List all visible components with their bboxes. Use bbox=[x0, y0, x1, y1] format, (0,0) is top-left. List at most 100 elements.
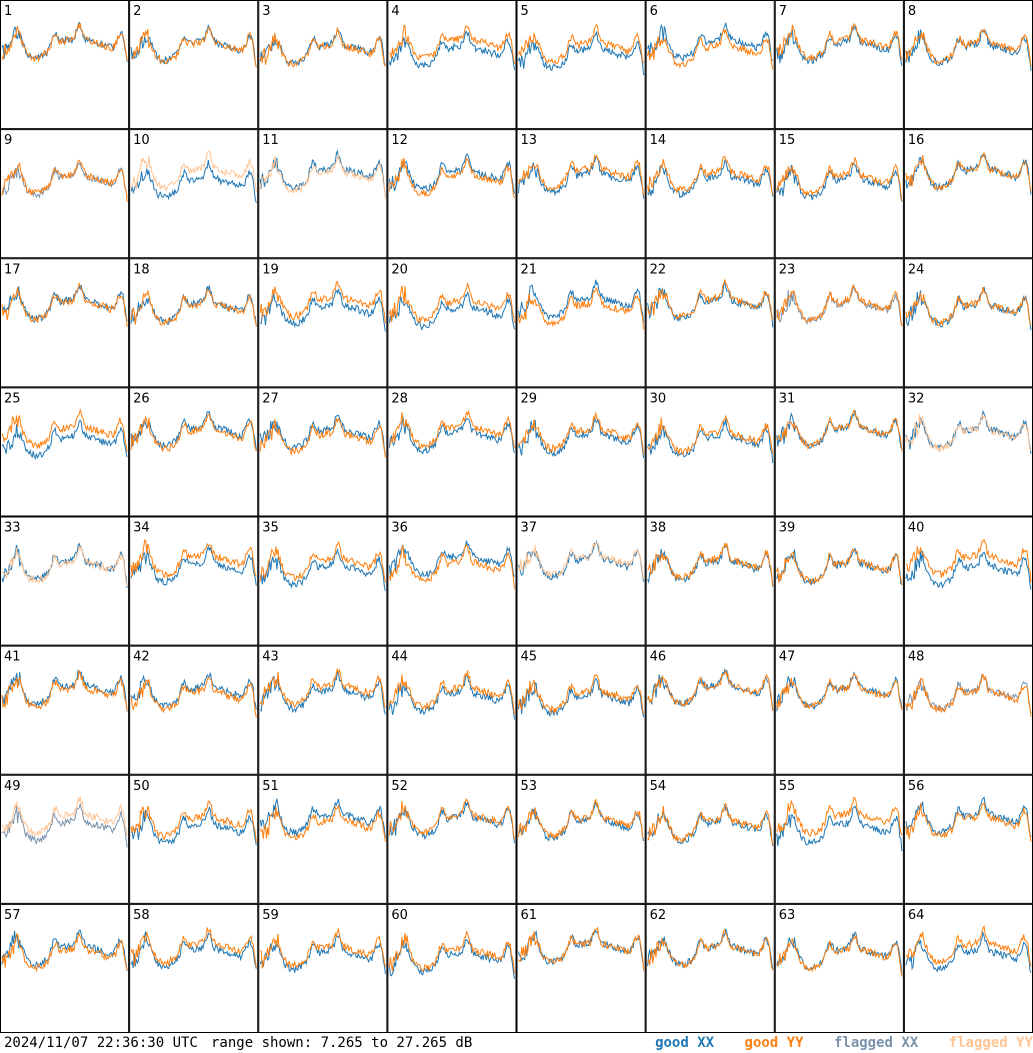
panel-label: 39 bbox=[779, 521, 796, 536]
series-yy-32 bbox=[905, 413, 1032, 452]
series-yy-46 bbox=[647, 670, 774, 711]
panel-frame bbox=[516, 129, 646, 259]
panel-frame bbox=[129, 0, 259, 130]
panel-label: 25 bbox=[4, 391, 21, 406]
panel-label: 46 bbox=[650, 650, 667, 665]
panel-frame bbox=[387, 387, 517, 517]
panel-frame bbox=[129, 387, 259, 517]
panel-54: 54 bbox=[645, 774, 775, 904]
panel-label: 30 bbox=[650, 391, 667, 406]
panel-label: 55 bbox=[779, 779, 796, 794]
series-yy-54 bbox=[647, 802, 774, 846]
panel-frame bbox=[0, 774, 130, 904]
panel-label: 40 bbox=[908, 521, 925, 536]
panel-frame bbox=[129, 645, 259, 775]
panel-39: 39 bbox=[774, 516, 904, 646]
series-yy-11 bbox=[259, 153, 386, 199]
series-yy-37 bbox=[518, 541, 645, 580]
panel-28: 28 bbox=[387, 387, 517, 517]
panel-64: 64 bbox=[903, 903, 1033, 1033]
series-xx-23 bbox=[776, 284, 903, 326]
panel-label: 5 bbox=[521, 4, 529, 19]
series-yy-49 bbox=[1, 796, 128, 837]
series-yy-52 bbox=[388, 798, 515, 840]
panel-label: 4 bbox=[391, 4, 399, 19]
series-yy-3 bbox=[259, 27, 386, 68]
series-xx-3 bbox=[259, 26, 386, 67]
series-yy-48 bbox=[905, 673, 1032, 717]
panel-frame bbox=[516, 774, 646, 904]
series-xx-26 bbox=[130, 410, 257, 451]
panel-label: 41 bbox=[4, 650, 21, 665]
panel-30: 30 bbox=[645, 387, 775, 517]
panel-13: 13 bbox=[516, 129, 646, 259]
series-yy-23 bbox=[776, 284, 903, 327]
panel-25: 25 bbox=[0, 387, 130, 517]
panel-frame bbox=[903, 903, 1033, 1033]
series-yy-55 bbox=[776, 796, 903, 838]
panel-frame bbox=[0, 0, 130, 130]
panel-37: 37 bbox=[516, 516, 646, 646]
series-xx-13 bbox=[518, 156, 645, 199]
panel-19: 19 bbox=[258, 258, 388, 388]
panel-label: 58 bbox=[133, 908, 150, 923]
series-xx-12 bbox=[388, 153, 515, 194]
series-xx-30 bbox=[647, 418, 774, 464]
panel-label: 12 bbox=[391, 133, 408, 148]
panel-52: 52 bbox=[387, 774, 517, 904]
panel-frame bbox=[129, 258, 259, 388]
panel-label: 37 bbox=[521, 521, 538, 536]
series-yy-36 bbox=[388, 543, 515, 590]
panel-7: 7 bbox=[774, 0, 904, 130]
panel-55: 55 bbox=[774, 774, 904, 904]
series-yy-26 bbox=[130, 413, 257, 453]
series-yy-51 bbox=[259, 804, 386, 842]
series-yy-7 bbox=[776, 22, 903, 61]
panel-label: 57 bbox=[4, 908, 21, 923]
series-xx-36 bbox=[388, 540, 515, 579]
series-yy-50 bbox=[130, 800, 257, 843]
panel-label: 28 bbox=[391, 391, 408, 406]
series-xx-50 bbox=[130, 806, 257, 846]
panel-frame bbox=[516, 903, 646, 1033]
panel-29: 29 bbox=[516, 387, 646, 517]
panel-frame bbox=[774, 258, 904, 388]
panel-26: 26 bbox=[129, 387, 259, 517]
series-yy-8 bbox=[905, 27, 1032, 67]
series-xx-56 bbox=[905, 796, 1032, 837]
series-yy-42 bbox=[130, 677, 257, 718]
panel-frame bbox=[258, 645, 388, 775]
panel-frame bbox=[387, 645, 517, 775]
panel-label: 33 bbox=[4, 521, 21, 536]
panel-frame bbox=[129, 516, 259, 646]
series-xx-19 bbox=[260, 288, 386, 332]
panel-label: 7 bbox=[779, 4, 787, 19]
series-xx-49 bbox=[1, 803, 128, 848]
panel-label: 51 bbox=[262, 779, 279, 794]
panel-14: 14 bbox=[645, 129, 775, 259]
series-yy-13 bbox=[518, 154, 645, 196]
panel-frame bbox=[645, 516, 775, 646]
series-xx-20 bbox=[388, 291, 515, 331]
panel-label: 14 bbox=[650, 133, 667, 148]
panel-49: 49 bbox=[0, 774, 130, 904]
series-yy-10 bbox=[130, 150, 257, 193]
series-yy-14 bbox=[647, 155, 774, 195]
panel-frame bbox=[774, 0, 904, 130]
series-yy-63 bbox=[776, 935, 903, 977]
series-xx-34 bbox=[130, 545, 257, 586]
panel-label: 18 bbox=[133, 262, 150, 277]
series-yy-22 bbox=[647, 277, 774, 320]
panel-4: 4 bbox=[387, 0, 517, 130]
series-yy-61 bbox=[518, 926, 645, 971]
series-yy-9 bbox=[1, 159, 128, 203]
series-xx-4 bbox=[388, 31, 515, 71]
panel-60: 60 bbox=[387, 903, 517, 1033]
panel-label: 15 bbox=[779, 133, 796, 148]
series-yy-1 bbox=[1, 22, 128, 63]
series-xx-42 bbox=[130, 672, 257, 710]
panel-6: 6 bbox=[645, 0, 775, 130]
panel-label: 45 bbox=[521, 650, 538, 665]
panel-label: 50 bbox=[133, 779, 150, 794]
series-xx-40 bbox=[905, 550, 1032, 590]
